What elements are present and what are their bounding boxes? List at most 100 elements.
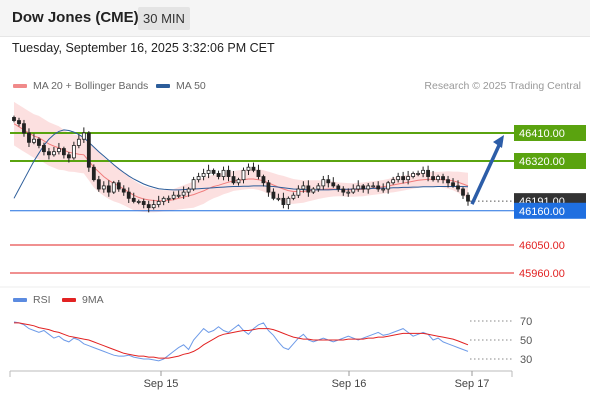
candle (166, 195, 171, 203)
candle (326, 175, 331, 188)
forecast-arrow-head (493, 135, 504, 148)
candle (261, 174, 266, 187)
candle-body (191, 179, 196, 190)
candle-body (291, 194, 296, 199)
candle (331, 177, 336, 188)
candle (336, 184, 341, 192)
candle (32, 133, 36, 145)
candle (251, 162, 256, 173)
candle (271, 188, 276, 201)
rsi-line (13, 321, 469, 362)
legend-ma50: MA 50 (156, 80, 206, 92)
candle (106, 180, 111, 197)
candle (146, 200, 151, 213)
candle (37, 137, 41, 149)
candle (52, 147, 56, 157)
candle-body (221, 169, 226, 177)
candle-body (416, 173, 421, 175)
candle-body (86, 132, 91, 168)
candle (201, 168, 206, 181)
candle (431, 170, 435, 182)
candle (226, 165, 231, 182)
candle (71, 141, 76, 160)
candle (256, 164, 261, 180)
candle-body (211, 169, 216, 174)
candle-body (371, 185, 376, 188)
candle-body (306, 185, 311, 193)
candle (186, 187, 191, 197)
candle (461, 187, 465, 199)
legend-ma50-label: MA 50 (176, 80, 206, 92)
candle-body (42, 145, 46, 153)
candle-body (52, 151, 56, 156)
legend-9ma: 9MA (62, 294, 104, 306)
rsi-tick-70: 70 (520, 316, 532, 328)
candle-body (406, 176, 411, 181)
candle-body (336, 185, 341, 190)
candle-body (17, 120, 21, 125)
candle (466, 192, 470, 206)
candle (401, 171, 406, 184)
candle-body (441, 176, 445, 181)
candle (221, 166, 226, 181)
candle-body (341, 188, 346, 193)
candle-body (321, 179, 326, 187)
candle-body (111, 182, 116, 193)
candle-body (241, 169, 246, 181)
candle (391, 176, 396, 185)
timeframe-button[interactable]: 30 MIN (138, 7, 190, 30)
candle-body (326, 179, 331, 184)
candle (136, 199, 141, 205)
candle (81, 127, 86, 143)
candle-body (426, 169, 430, 177)
level-label-4: 46050.00 (519, 240, 565, 252)
candle-body (66, 154, 71, 159)
candle (266, 179, 271, 197)
level-tag-0 (514, 125, 586, 141)
candle (436, 174, 440, 183)
candle (286, 196, 291, 210)
candle-body (316, 185, 321, 190)
ma50-swatch (156, 84, 170, 88)
candle (47, 147, 51, 160)
candle-body (32, 138, 36, 143)
candle-body (251, 166, 256, 171)
candle-body (436, 176, 440, 181)
candle-body (261, 176, 266, 184)
candle (426, 165, 430, 182)
candle-body (276, 197, 281, 200)
candle (161, 196, 166, 206)
candle-body (331, 182, 336, 187)
candle-body (57, 148, 61, 153)
level-label-5: 45960.00 (519, 268, 565, 280)
legend-rsi: RSI (13, 294, 51, 306)
candle (206, 164, 211, 179)
candle (196, 172, 201, 183)
candle-body (466, 194, 470, 202)
candle (306, 180, 311, 197)
candle (141, 198, 146, 209)
candle (456, 180, 460, 192)
candle (441, 173, 445, 184)
ma20-swatch (13, 84, 27, 88)
candle (76, 134, 81, 149)
candle (291, 192, 296, 201)
candle-body (266, 182, 271, 193)
ma9-swatch (62, 298, 76, 302)
candle-body (361, 185, 366, 190)
x-tick-label-2: Sep 17 (455, 378, 490, 390)
candle-body (206, 169, 211, 174)
candle (411, 171, 416, 179)
candle (61, 146, 66, 159)
candle-body (216, 173, 221, 177)
candle-body (22, 123, 26, 134)
candle (231, 170, 236, 185)
level-label-1: 46320.00 (519, 156, 565, 168)
candle (171, 191, 176, 201)
candle (156, 195, 161, 208)
candle (216, 170, 221, 180)
rsi-tick-30: 30 (520, 354, 532, 366)
candle (371, 182, 376, 188)
candle (96, 175, 101, 192)
candle (121, 185, 126, 196)
